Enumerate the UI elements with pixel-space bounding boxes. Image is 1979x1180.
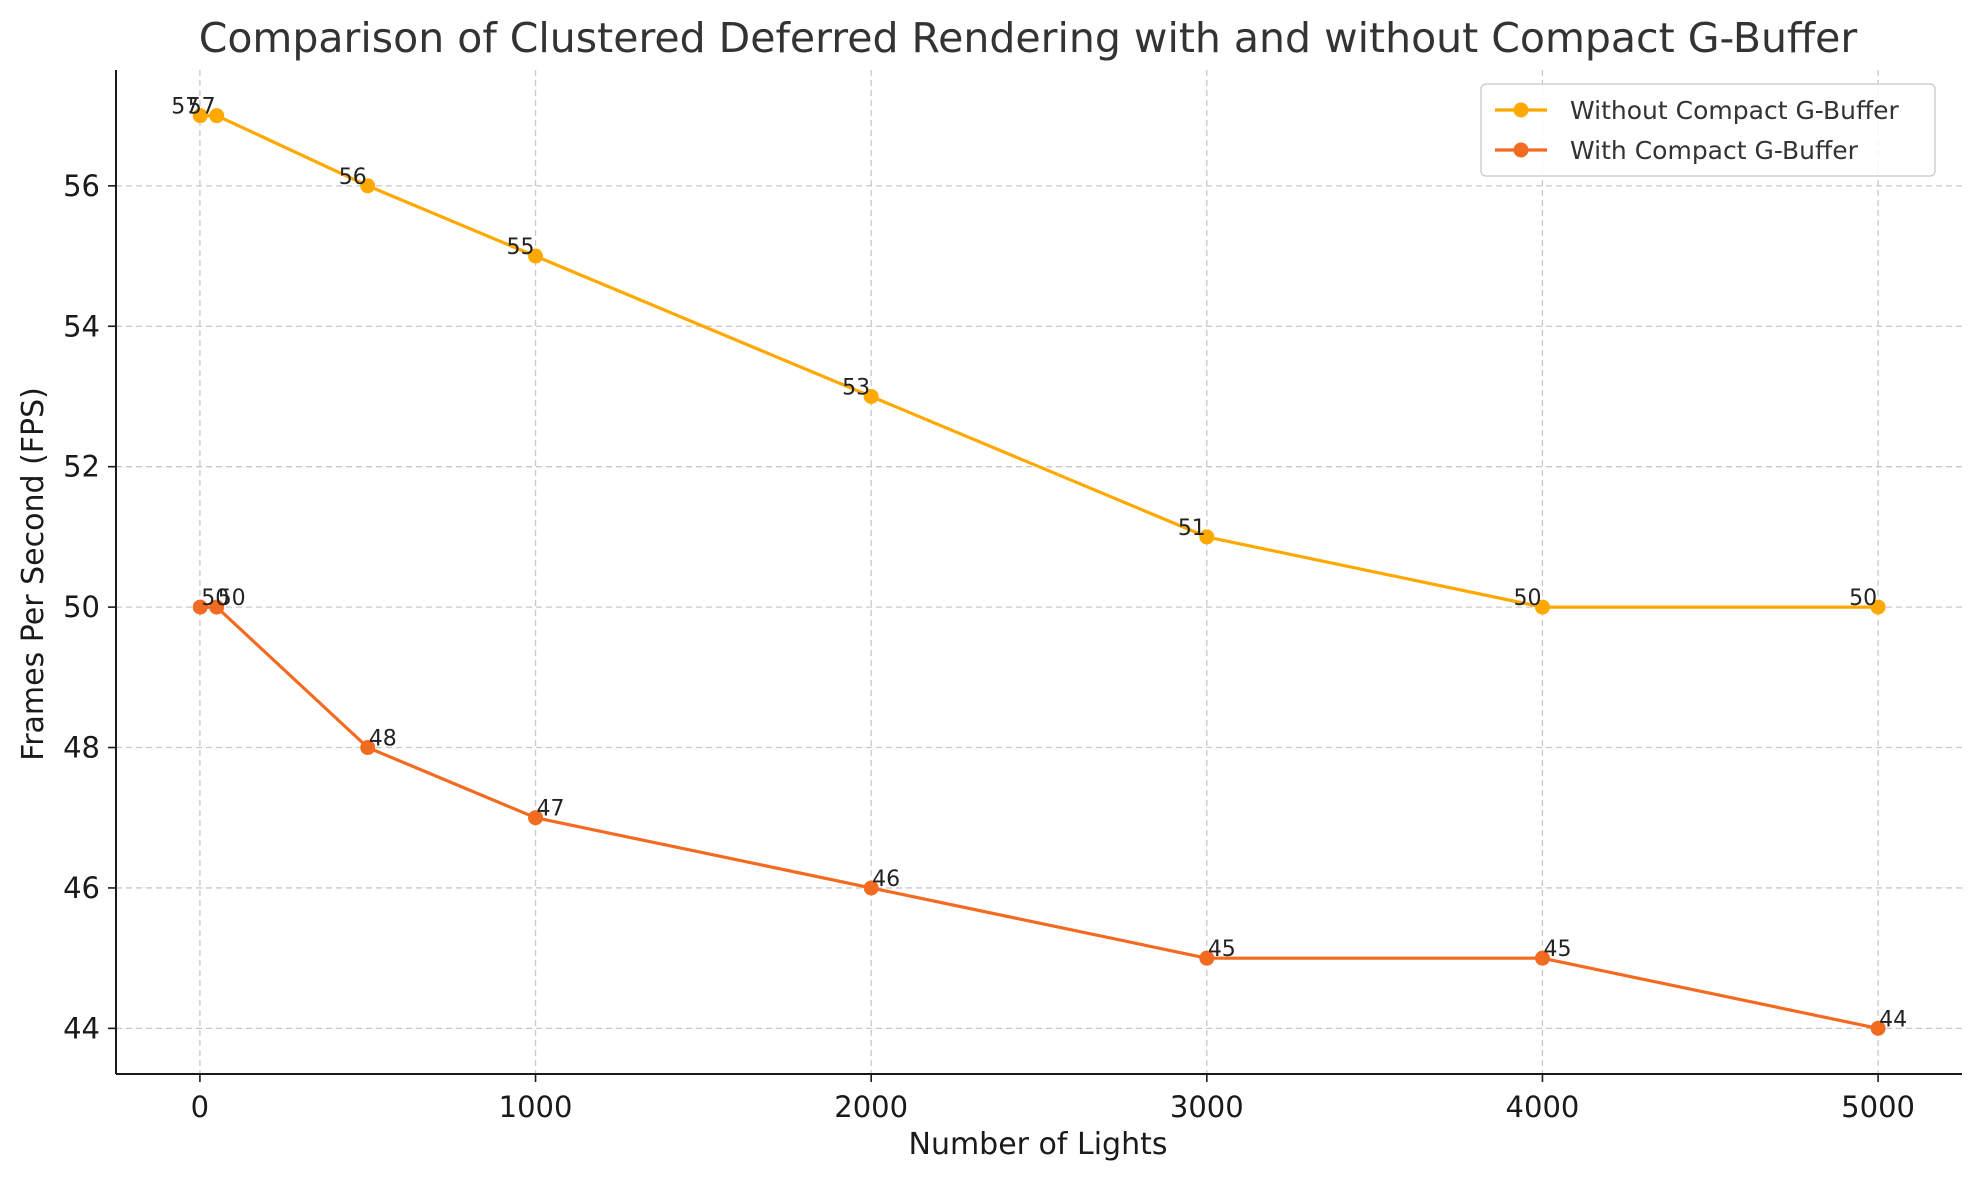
data-label: 50: [218, 586, 246, 611]
data-point: [209, 108, 225, 124]
data-label: 47: [537, 797, 565, 822]
data-label: 57: [171, 95, 199, 120]
legend-box: [1480, 83, 1936, 177]
data-series: [192, 108, 1886, 1036]
legend-label: Without Compact G-Buffer: [1570, 96, 1900, 125]
data-label: 50: [201, 586, 229, 611]
data-point: [1870, 1020, 1886, 1036]
data-point: [863, 880, 879, 896]
y-tick-label: 46: [63, 871, 100, 905]
y-tick-label: 50: [63, 590, 100, 624]
y-axis-label: Frames Per Second (FPS): [16, 387, 51, 761]
data-point: [1870, 599, 1886, 615]
data-label: 53: [842, 375, 870, 400]
series-line: [200, 605, 1879, 1030]
data-point: [360, 178, 376, 194]
y-tick-label: 44: [63, 1011, 100, 1045]
tick-labels: 0 1000 2000 3000 4000 5000 44 46 48 50 52 54 56: [63, 169, 1915, 1124]
data-label: 57: [188, 95, 216, 120]
data-label: 51: [1178, 516, 1206, 541]
data-label: 56: [339, 165, 367, 190]
legend-marker: [1513, 142, 1529, 158]
data-label: 48: [369, 727, 397, 752]
data-point: [863, 388, 879, 404]
y-tick-label: 56: [63, 169, 100, 203]
data-label: 44: [1879, 1007, 1907, 1032]
data-point: [192, 108, 208, 124]
legend: Without Compact G-Buffer With Compact G-B…: [1480, 83, 1936, 177]
data-point: [1534, 950, 1550, 966]
data-label: 50: [1513, 586, 1541, 611]
x-axis-label: Number of Lights: [909, 1127, 1168, 1162]
x-tick-label: 4000: [1506, 1090, 1580, 1124]
data-point: [1199, 529, 1215, 545]
legend-marker: [1513, 102, 1529, 118]
data-label: 46: [872, 867, 900, 892]
data-point: [209, 599, 225, 615]
data-label: 45: [1543, 937, 1571, 962]
y-tick-label: 54: [63, 309, 100, 343]
data-point: [192, 599, 208, 615]
data-point: [528, 810, 544, 826]
data-label: 45: [1208, 937, 1236, 962]
chart-title: Comparison of Clustered Deferred Renderi…: [199, 14, 1858, 62]
data-label: 55: [507, 235, 535, 260]
axes: [108, 70, 1962, 1082]
data-label: 50: [1849, 586, 1877, 611]
data-point: [1199, 950, 1215, 966]
series-line: [200, 113, 1879, 609]
x-tick-label: 0: [191, 1090, 209, 1124]
x-tick-label: 3000: [1170, 1090, 1244, 1124]
y-tick-label: 48: [63, 731, 100, 765]
data-point: [528, 248, 544, 264]
y-tick-label: 52: [63, 450, 100, 484]
x-tick-label: 1000: [499, 1090, 573, 1124]
data-point: [1534, 599, 1550, 615]
x-tick-label: 2000: [834, 1090, 908, 1124]
legend-label: With Compact G-Buffer: [1570, 136, 1859, 165]
x-tick-label: 5000: [1841, 1090, 1915, 1124]
data-point: [360, 740, 376, 756]
